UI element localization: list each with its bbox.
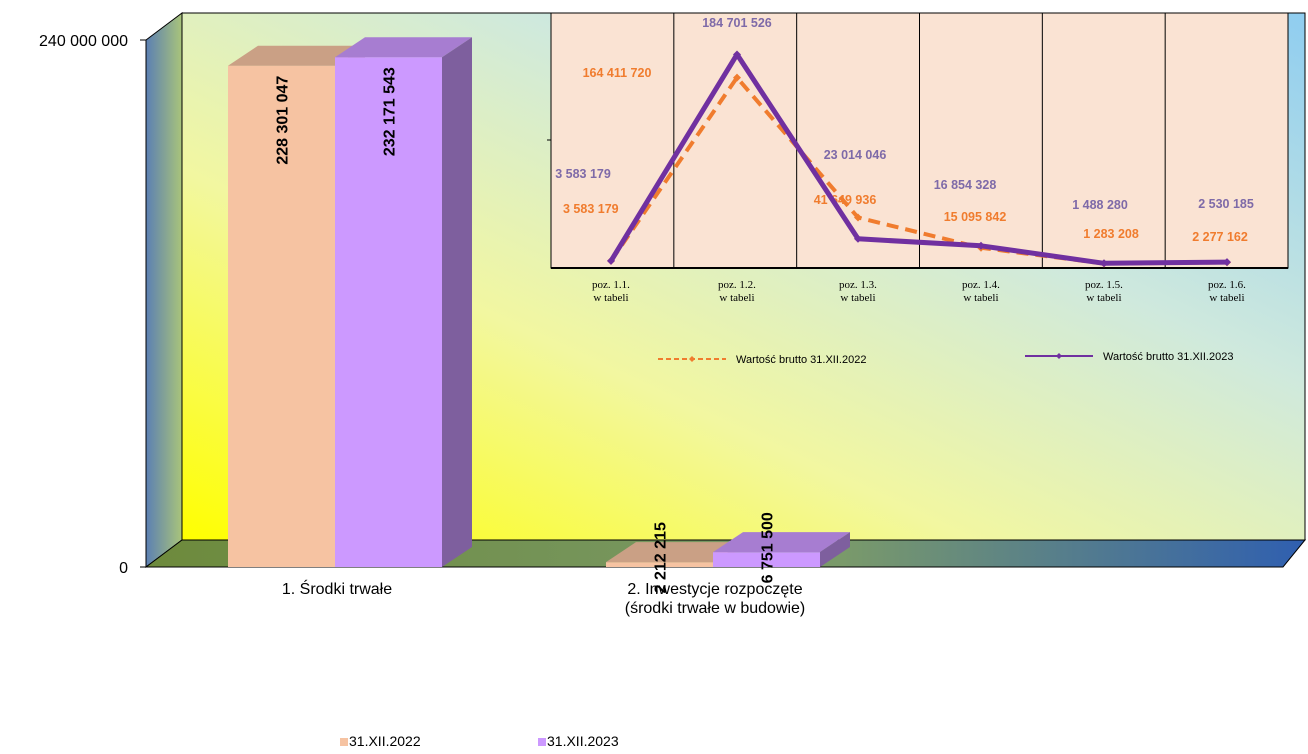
inset-category-label: poz. 1.2. bbox=[718, 279, 756, 291]
inset-value-label: 2 530 185 bbox=[1198, 197, 1254, 211]
bar-value-label: 6 751 500 bbox=[760, 512, 777, 583]
series-line-2 bbox=[608, 51, 1228, 266]
bar-top bbox=[713, 532, 850, 553]
inset-value-label: 1 283 208 bbox=[1083, 227, 1139, 241]
x-category-label: (środki trwałe w budowie) bbox=[625, 600, 806, 617]
inset-value-label: 1 488 280 bbox=[1072, 198, 1128, 212]
legend-swatch-2 bbox=[538, 738, 546, 746]
side-wall bbox=[145, 12, 183, 568]
bar-top bbox=[335, 37, 472, 58]
y-tick-label: 240 000 000 bbox=[39, 33, 128, 50]
bar-front bbox=[713, 552, 820, 567]
y-tick-label: 0 bbox=[119, 560, 128, 577]
x-category-label: 1. Środki trwałe bbox=[282, 579, 392, 598]
series-marker-1 bbox=[733, 73, 741, 82]
inset-category-label: w tabeli bbox=[840, 292, 875, 304]
inset-value-label: 184 701 526 bbox=[702, 16, 772, 30]
inset-value-label: 15 095 842 bbox=[944, 210, 1007, 224]
series-marker-2 bbox=[607, 256, 615, 265]
inset-category-label: w tabeli bbox=[1086, 292, 1121, 304]
bar-value-label: 228 301 047 bbox=[275, 76, 292, 165]
bar-2-2 bbox=[713, 532, 850, 567]
inset-legend-marker bbox=[1056, 353, 1062, 359]
inset-category-label: poz. 1.6. bbox=[1208, 279, 1246, 291]
inset-category-label: poz. 1.4. bbox=[962, 279, 1000, 291]
bar-front bbox=[606, 562, 713, 567]
legend-swatch-1 bbox=[340, 738, 348, 746]
series-marker-2 bbox=[733, 50, 741, 59]
series-marker-2 bbox=[1100, 259, 1108, 268]
bar-value-label: 232 171 543 bbox=[382, 67, 399, 156]
bar-top bbox=[606, 542, 743, 563]
series-marker-2 bbox=[977, 241, 985, 250]
inset-category-label: poz. 1.1. bbox=[592, 279, 630, 291]
bar-front bbox=[228, 65, 335, 567]
inset-value-label: 164 411 720 bbox=[583, 66, 652, 80]
legend-label-2: 31.XII.2023 bbox=[547, 733, 619, 749]
inset-category-label: w tabeli bbox=[1209, 292, 1244, 304]
legend-label-1: 31.XII.2022 bbox=[349, 733, 421, 749]
bar-side bbox=[442, 37, 472, 567]
inset-legend-marker bbox=[689, 356, 695, 362]
bar-top bbox=[228, 45, 365, 66]
bar-front bbox=[335, 57, 442, 567]
inset-value-label: 2 277 162 bbox=[1192, 230, 1248, 244]
series-marker-2 bbox=[1223, 258, 1231, 267]
inset-category-label: w tabeli bbox=[963, 292, 998, 304]
inset-category-label: w tabeli bbox=[593, 292, 628, 304]
inset-legend-label: Wartość brutto 31.XII.2022 bbox=[736, 354, 866, 366]
inset-category-label: w tabeli bbox=[719, 292, 754, 304]
inset-value-label: 16 854 328 bbox=[934, 178, 997, 192]
bar-value-label: 2 212 215 bbox=[653, 522, 670, 593]
series-marker-2 bbox=[854, 234, 862, 243]
inset-legend-label: Wartość brutto 31.XII.2023 bbox=[1103, 351, 1233, 363]
x-category-label: 2. Inwestycje rozpoczęte bbox=[627, 581, 802, 598]
inset-category-label: poz. 1.3. bbox=[839, 279, 877, 291]
bar-2-1 bbox=[335, 37, 472, 567]
inset-value-label: 41 649 936 bbox=[814, 193, 877, 207]
bar-side bbox=[820, 532, 850, 567]
inset-value-label: 3 583 179 bbox=[555, 167, 611, 181]
inset-value-label: 3 583 179 bbox=[563, 202, 619, 216]
inset-category-label: poz. 1.5. bbox=[1085, 279, 1123, 291]
series-marker-1 bbox=[854, 213, 862, 222]
inset-value-label: 23 014 046 bbox=[824, 148, 887, 162]
